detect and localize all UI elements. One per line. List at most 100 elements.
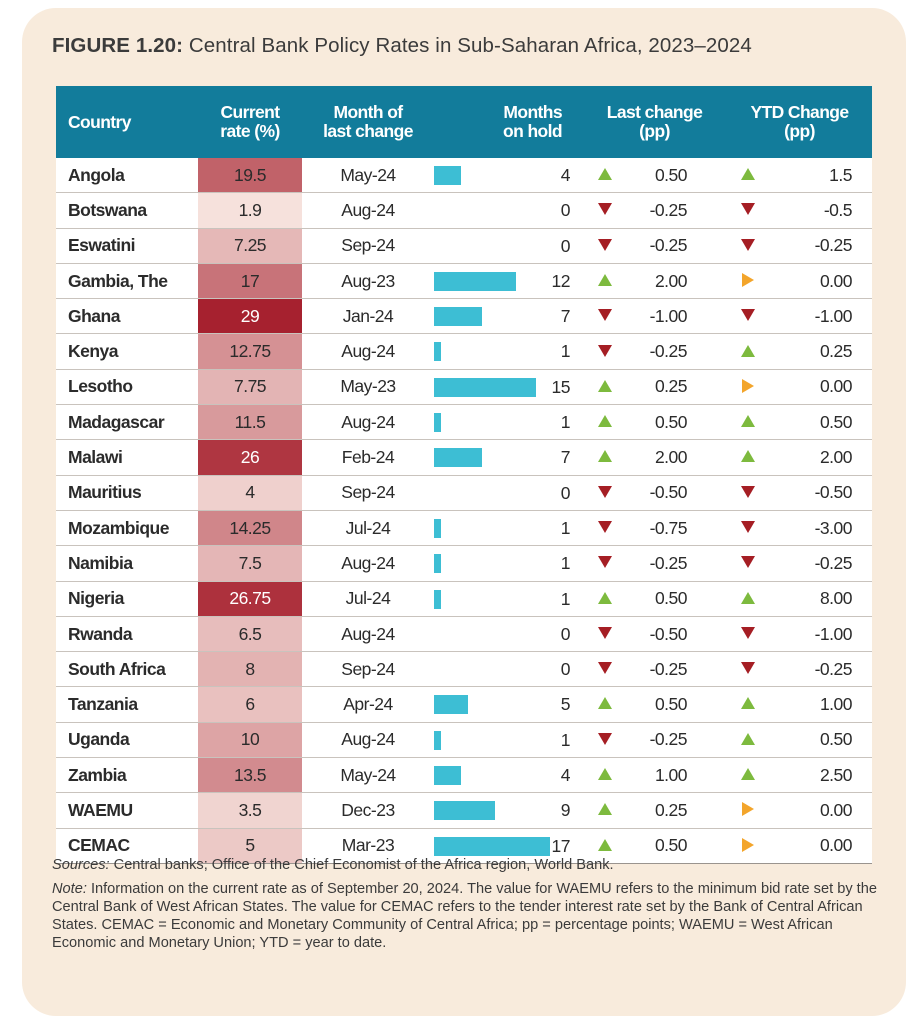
cell-country: CEMAC <box>56 828 198 864</box>
down-triangle-icon <box>741 626 755 639</box>
ytd-change-value: 2.50 <box>819 764 853 785</box>
down-triangle-icon <box>741 520 755 533</box>
last-change-value: 1.00 <box>654 764 688 785</box>
cell-country: Angola <box>56 158 198 194</box>
cell-last-change: -0.25 <box>582 333 727 370</box>
cell-current-rate: 13.5 <box>198 757 302 794</box>
cell-months-on-hold: 0 <box>434 192 582 229</box>
policy-rates-table: Country Current rate (%) Month of last cha… <box>56 86 872 864</box>
table-row: Lesotho 7.75 May-23 15 0.25 0.00 <box>56 369 872 406</box>
cell-months-on-hold: 1 <box>434 722 582 759</box>
up-triangle-icon <box>741 697 755 710</box>
down-triangle-icon <box>598 344 612 357</box>
last-change-value: 0.50 <box>654 835 688 856</box>
cell-last-change: -0.75 <box>582 510 727 547</box>
cell-ytd-change: 8.00 <box>727 581 872 617</box>
last-change-value: -0.25 <box>649 341 688 362</box>
months-on-hold-value: 7 <box>560 447 571 468</box>
months-on-hold-bar <box>434 307 482 327</box>
ytd-change-value: 8.00 <box>819 588 853 609</box>
note-label: Note: <box>52 881 87 897</box>
note-text: Information on the current rate as of Se… <box>52 881 877 951</box>
table-row: Madagascar 11.5 Aug-24 1 0.50 0.50 <box>56 404 872 441</box>
right-triangle-icon <box>742 272 754 287</box>
months-on-hold-value: 5 <box>560 694 571 715</box>
table-row: Eswatini 7.25 Sep-24 0 -0.25 -0.25 <box>56 228 872 264</box>
months-on-hold-value: 4 <box>560 765 571 786</box>
cell-month-last-change: Aug-24 <box>302 192 434 229</box>
down-triangle-icon <box>598 732 612 745</box>
months-on-hold-value: 0 <box>560 200 571 221</box>
cell-last-change: 0.50 <box>582 581 727 617</box>
ytd-change-value: 0.00 <box>819 376 853 397</box>
table-row: Ghana 29 Jan-24 7 -1.00 -1.00 <box>56 298 872 335</box>
cell-current-rate: 7.75 <box>198 369 302 406</box>
cell-current-rate: 17 <box>198 263 302 300</box>
cell-months-on-hold: 17 <box>434 828 582 864</box>
down-triangle-icon <box>741 238 755 251</box>
right-triangle-icon <box>742 802 754 817</box>
last-change-value: -0.50 <box>649 482 688 503</box>
up-triangle-icon <box>598 591 612 604</box>
months-on-hold-value: 7 <box>560 306 571 327</box>
cell-ytd-change: -0.25 <box>727 545 872 582</box>
last-change-value: -0.50 <box>649 623 688 644</box>
ytd-change-value: 1.5 <box>829 164 852 185</box>
cell-month-last-change: May-24 <box>302 757 434 794</box>
ytd-change-value: 0.25 <box>819 341 853 362</box>
table-row: Rwanda 6.5 Aug-24 0 -0.50 -1.00 <box>56 616 872 653</box>
months-on-hold-value: 1 <box>560 341 571 362</box>
cell-ytd-change: 0.25 <box>727 333 872 370</box>
sources-label: Sources: <box>52 857 110 873</box>
last-change-value: 0.25 <box>654 799 688 820</box>
last-change-value: 0.50 <box>654 588 688 609</box>
months-on-hold-bar <box>434 801 495 821</box>
down-triangle-icon <box>598 626 612 639</box>
cell-current-rate: 12.75 <box>198 333 302 370</box>
ytd-change-value: -1.00 <box>814 305 853 326</box>
header-country: Country <box>56 86 198 158</box>
down-triangle-icon <box>741 556 755 569</box>
ytd-change-value: -0.5 <box>823 199 853 220</box>
cell-current-rate: 10 <box>198 722 302 759</box>
cell-last-change: 0.50 <box>582 158 727 194</box>
table-body: Angola 19.5 May-24 4 0.50 1.5 Botswana 1.9 Aug-2… <box>56 158 872 864</box>
cell-month-last-change: Aug-24 <box>302 545 434 582</box>
months-on-hold-value: 4 <box>560 165 571 185</box>
header-ytd-change: YTD Change (pp) <box>727 86 872 158</box>
months-on-hold-bar <box>434 377 536 397</box>
cell-months-on-hold: 1 <box>434 545 582 582</box>
up-triangle-icon <box>598 768 612 781</box>
cell-last-change: -0.50 <box>582 616 727 653</box>
table-row: Namibia 7.5 Aug-24 1 -0.25 -0.25 <box>56 545 872 582</box>
header-months-on-hold: Months on hold <box>434 86 582 158</box>
cell-month-last-change: Sep-24 <box>302 228 434 264</box>
cell-country: Gambia, The <box>56 263 198 300</box>
last-change-value: -0.25 <box>649 199 688 220</box>
last-change-value: 0.50 <box>654 694 688 715</box>
cell-months-on-hold: 15 <box>434 369 582 406</box>
table-row: Nigeria 26.75 Jul-24 1 0.50 8.00 <box>56 581 872 617</box>
header-last-change: Last change (pp) <box>582 86 727 158</box>
cell-current-rate: 26 <box>198 439 302 476</box>
cell-month-last-change: May-24 <box>302 158 434 194</box>
cell-ytd-change: 0.50 <box>727 404 872 441</box>
up-triangle-icon <box>598 379 612 392</box>
cell-current-rate: 29 <box>198 298 302 335</box>
cell-ytd-change: 2.00 <box>727 439 872 476</box>
cell-month-last-change: Aug-23 <box>302 263 434 300</box>
cell-ytd-change: -3.00 <box>727 510 872 547</box>
figure-title: FIGURE 1.20: Central Bank Policy Rates i… <box>52 34 752 58</box>
cell-last-change: 0.25 <box>582 792 727 829</box>
figure-panel: FIGURE 1.20: Central Bank Policy Rates i… <box>22 8 906 1016</box>
ytd-change-value: -0.50 <box>814 482 853 503</box>
cell-ytd-change: 1.00 <box>727 686 872 723</box>
figure-footer: Sources: Central banks; Office of the Ch… <box>52 856 882 958</box>
table-row: Gambia, The 17 Aug-23 12 2.00 0.00 <box>56 263 872 300</box>
ytd-change-value: 0.00 <box>819 799 853 820</box>
up-triangle-icon <box>598 803 612 816</box>
cell-month-last-change: Aug-24 <box>302 404 434 441</box>
table-row: Uganda 10 Aug-24 1 -0.25 0.50 <box>56 722 872 759</box>
cell-months-on-hold: 12 <box>434 263 582 300</box>
sources-note: Sources: Central banks; Office of the Ch… <box>52 856 882 874</box>
